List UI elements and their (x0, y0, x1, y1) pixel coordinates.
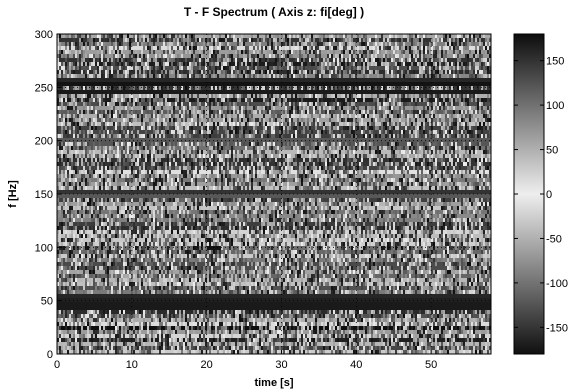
grid-lines (57, 34, 491, 354)
x-tick-label: 40 (350, 359, 362, 371)
y-axis-label: f [Hz] (7, 180, 19, 208)
y-tick-label: 300 (35, 29, 53, 41)
colorbar-axis: 150 100 50 0 -50 -100 -150 (514, 56, 568, 334)
x-axis-label: time [s] (254, 377, 293, 389)
x-tick-label: 0 (54, 359, 60, 371)
colorbar (513, 33, 545, 355)
x-tick-label: 50 (425, 359, 437, 371)
y-tick-label: 0 (47, 349, 53, 361)
colorbar-tick-label: -50 (546, 233, 562, 245)
chart-title: T - F Spectrum ( Axis z: fi[deg] ) (184, 5, 364, 19)
colorbar-tick-label: -100 (546, 278, 568, 290)
heatmap-plot-area (57, 34, 491, 354)
y-tick-label: 250 (35, 82, 53, 94)
y-tick-label: 200 (35, 136, 53, 148)
y-tick-label: 100 (35, 242, 53, 254)
x-tick-label: 20 (201, 359, 213, 371)
colorbar-tick-label: 50 (546, 145, 558, 157)
x-tick-label: 30 (275, 359, 287, 371)
y-tick-label: 50 (41, 296, 53, 308)
colorbar-tick-label: 150 (546, 56, 564, 68)
colorbar-tick-label: 100 (546, 100, 564, 112)
colorbar-tick-label: -150 (546, 322, 568, 334)
y-tick-label: 150 (35, 189, 53, 201)
x-axis: 0 10 20 30 40 50 (54, 350, 437, 371)
y-axis: 0 50 100 150 200 250 300 (35, 29, 61, 361)
x-tick-label: 10 (126, 359, 138, 371)
colorbar-tick-label: 0 (546, 189, 552, 201)
